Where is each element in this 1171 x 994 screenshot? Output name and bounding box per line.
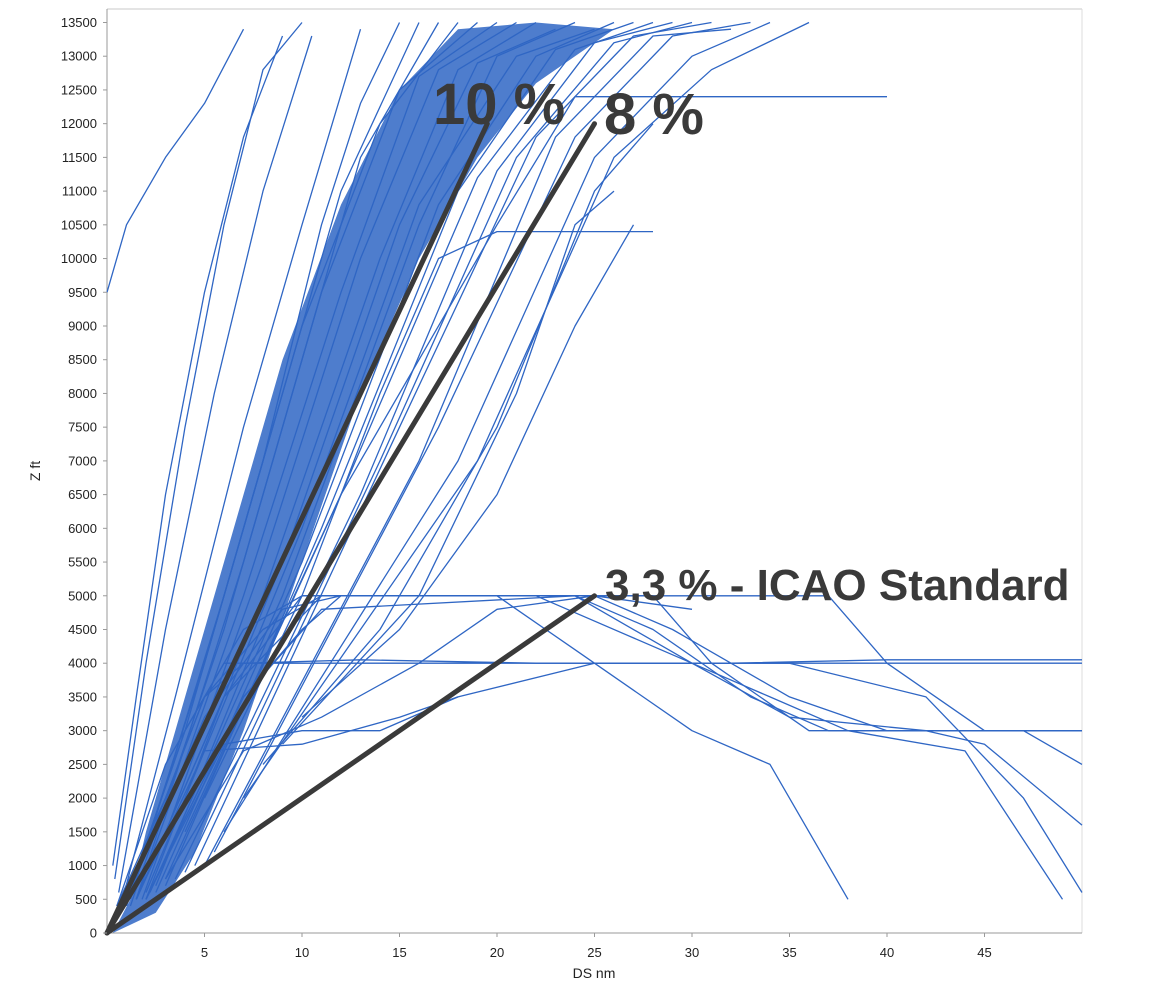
trajectory-line [135,595,1083,900]
trajectory-line [194,21,712,866]
x-tick-label: 15 [392,945,406,960]
y-tick-label: 8500 [68,352,97,367]
y-tick-label: 1500 [68,824,97,839]
y-tick-label: 1000 [68,858,97,873]
trajectory-line [184,21,693,873]
y-tick-label: 6000 [68,521,97,536]
trajectory-line [145,662,1083,900]
annotation-10-percent: 10 % [433,72,565,137]
x-tick-label: 20 [490,945,504,960]
trajectory-line [118,35,313,893]
y-tick-label: 12000 [61,116,97,131]
trajectory-line [121,29,362,900]
x-axis-ticks: 5 10 15 20 25 30 35 40 45 [201,933,992,960]
x-tick-label: 25 [587,945,601,960]
y-tick-label: 9500 [68,285,97,300]
trajectory-line [141,21,517,900]
trajectory-line [155,28,595,887]
trajectory-line [135,696,459,900]
reference-gradient-line [104,121,490,936]
y-axis-title: Z ft [27,461,43,481]
trajectory-line [149,21,576,893]
trajectory-line [203,230,653,799]
trajectory-line [135,595,849,900]
y-tick-label: 5500 [68,555,97,570]
trajectory-line [242,21,810,799]
y-tick-label: 12500 [61,82,97,97]
y-tick-label: 13000 [61,49,97,64]
x-tick-label: 40 [880,945,894,960]
trajectory-line [174,21,673,880]
x-axis-title: DS nm [573,965,616,981]
y-tick-label: 13500 [61,15,97,30]
trajectory-line [114,22,303,880]
trajectory-line [223,21,771,833]
y-tick-label: 7000 [68,453,97,468]
reference-lines [104,121,597,936]
y-tick-label: 5000 [68,588,97,603]
trajectory-line [301,224,635,718]
x-tick-label: 45 [977,945,991,960]
y-tick-label: 9000 [68,318,97,333]
y-tick-label: 11500 [62,150,97,165]
y-tick-label: 10500 [61,217,97,232]
y-tick-label: 4000 [68,656,97,671]
reference-gradient-line [104,593,597,936]
trajectory-line [106,28,245,293]
y-tick-label: 11000 [62,184,97,199]
y-tick-label: 500 [75,892,97,907]
y-tick-label: 4500 [68,622,97,637]
annotation-icao-standard: 3,3 % - ICAO Standard [605,561,1070,610]
y-tick-label: 0 [90,926,97,941]
y-tick-label: 2000 [68,791,97,806]
trajectory-line [282,190,615,745]
y-tick-label: 8000 [68,386,97,401]
y-axis-ticks: 0 500 1000 1500 2000 2500 3000 3500 4000 4500 5000… [61,15,107,941]
trajectory-line [135,21,498,900]
annotation-8-percent: 8 % [604,82,704,147]
x-tick-label: 5 [201,945,208,960]
y-tick-label: 6500 [68,487,97,502]
y-tick-label: 10000 [61,251,97,266]
y-tick-label: 2500 [68,757,97,772]
y-tick-label: 3500 [68,689,97,704]
reference-gradient-line [104,121,597,936]
x-tick-label: 10 [295,945,309,960]
y-tick-label: 7500 [68,420,97,435]
trajectory-line [155,21,615,893]
trajectory-series [106,21,1083,933]
x-tick-label: 30 [685,945,699,960]
x-tick-label: 35 [782,945,796,960]
trajectory-line [129,22,459,900]
trajectory-line [262,123,654,765]
trajectory-line [135,22,478,900]
trajectory-line [213,21,751,853]
y-tick-label: 3000 [68,723,97,738]
